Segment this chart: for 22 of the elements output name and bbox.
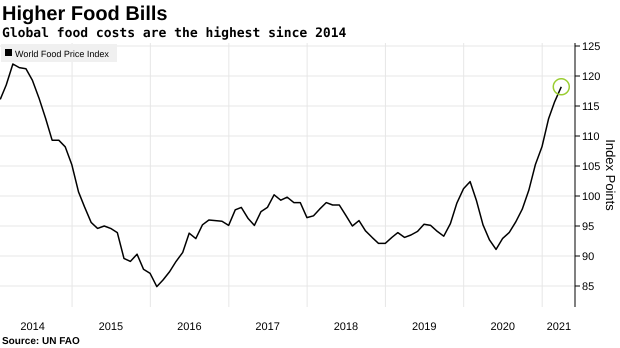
x-tick-label: 2018 [334,321,358,333]
x-tick-label: 2017 [255,321,280,333]
y-tick-label: 120 [582,71,600,83]
x-tick-label: 2021 [546,321,572,333]
legend-label: World Food Price Index [15,49,110,59]
y-tick-label: 90 [582,251,594,263]
y-axis-title: Index Points [603,139,618,212]
y-tick-label: 110 [582,131,600,143]
x-tick-label: 2015 [98,321,124,333]
chart-title: Higher Food Bills [2,3,168,25]
x-tick-label: 2020 [490,321,515,333]
y-tick-label: 105 [582,161,600,173]
chart-subtitle: Global food costs are the highest since 2014 [2,26,347,41]
y-tick-label: 115 [582,101,600,113]
source-note: Source: UN FAO [2,336,80,347]
x-tick-label: 2019 [412,321,436,333]
x-tick-label: 2014 [20,321,45,333]
y-tick-label: 95 [582,221,594,233]
y-tick-label: 100 [582,191,600,203]
y-tick-label: 85 [582,281,594,293]
y-tick-label: 125 [582,41,600,53]
x-tick-label: 2016 [177,321,202,333]
